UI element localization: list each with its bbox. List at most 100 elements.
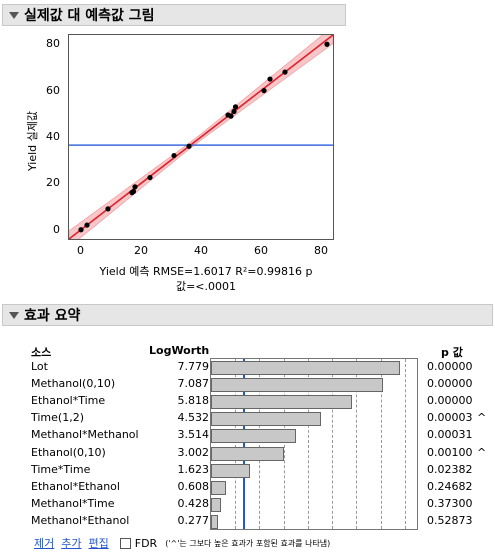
effect-source: Methanol*Methanol [31, 428, 139, 442]
effect-row[interactable]: Ethanol*Ethanol 0.608 0.24682 [31, 478, 491, 496]
x-tick-label: 60 [254, 244, 268, 257]
effect-logworth: 0.277 [177, 513, 210, 527]
effect-pvalue: 0.00000 [427, 377, 473, 391]
disclosure-triangle-icon[interactable] [9, 311, 19, 319]
effect-row[interactable]: Lot 7.779 0.00000 [31, 358, 491, 376]
data-point [261, 88, 267, 94]
effect-pvalue: 0.00000 [427, 394, 473, 408]
data-point [267, 76, 273, 82]
data-point [132, 184, 138, 190]
bar-gridline [356, 359, 358, 529]
containment-mark: ^ [477, 411, 487, 425]
bar-gridline [332, 359, 334, 529]
effect-pvalue: 0.24682 [427, 479, 473, 493]
bar-gridline [259, 359, 261, 529]
data-point [231, 108, 237, 115]
effect-source: Methanol*Ethanol [31, 513, 130, 527]
footer-note: ('^'는 그보다 높은 효과가 포함된 효과를 나타냄) [165, 538, 331, 548]
significance-line [242, 359, 245, 529]
y-tick-label: 40 [46, 130, 60, 143]
y-tick-label: 0 [53, 222, 60, 236]
bar-gridline [307, 359, 309, 529]
effect-source: Methanol*Time [31, 496, 115, 510]
x-tick-label: 40 [194, 244, 208, 257]
effect-pvalue: 0.00031 [427, 428, 473, 442]
effect-logworth: 7.087 [177, 377, 210, 391]
logworth-bar [211, 429, 297, 444]
effect-row[interactable]: Methanol*Methanol 3.514 0.00031 [31, 426, 491, 444]
effect-source: Methanol(0,10) [31, 377, 116, 391]
x-tick-label: 80 [314, 244, 328, 257]
effect-summary-footer: 제거 추가 편집 FDR ('^'는 그보다 높은 효과가 포함된 효과를 나타… [34, 535, 330, 551]
effect-pvalue: 0.00003 [427, 411, 473, 425]
logworth-bar [211, 480, 226, 495]
actual-vs-predicted-plot[interactable] [68, 25, 334, 248]
data-point [84, 222, 90, 228]
effect-row[interactable]: Time*Time 1.623 0.02382 [31, 461, 491, 479]
fdr-checkbox[interactable] [119, 537, 131, 549]
disclosure-triangle-icon[interactable] [9, 11, 19, 19]
effect-logworth: 0.428 [177, 496, 210, 510]
effect-source: Ethanol*Time [31, 394, 106, 408]
y-tick-label: 80 [46, 37, 60, 51]
data-point [147, 174, 153, 181]
bar-gridline [380, 359, 382, 529]
effect-logworth: 1.623 [177, 462, 210, 476]
data-point [232, 104, 239, 110]
bar-gridline [283, 359, 285, 529]
logworth-bar [211, 378, 383, 393]
data-point [282, 69, 288, 75]
header-pvalue: p 값 [441, 346, 463, 359]
logworth-bar [211, 395, 352, 410]
effect-source: Lot [31, 360, 48, 373]
section-header-effect-summary[interactable]: 효과 요약 [2, 304, 493, 326]
effect-pvalue: 0.52873 [427, 513, 473, 527]
effect-row[interactable]: Methanol*Time 0.428 0.37300 [31, 495, 491, 513]
header-source: 소스 [31, 346, 52, 359]
x-axis-label: Yield 예측 RMSE=1.6017 R²=0.99816 p 값=<.00… [64, 264, 348, 294]
effect-pvalue: 0.37300 [427, 496, 473, 510]
fit-line [68, 34, 334, 240]
effect-logworth: 5.818 [177, 394, 210, 408]
y-axis-label: Yield 실제값 [26, 110, 39, 172]
data-point [130, 188, 137, 195]
header-logworth: LogWorth [149, 344, 210, 357]
bar-gridline [235, 359, 237, 529]
logworth-bar [211, 463, 251, 478]
logworth-bar [211, 361, 400, 375]
bar-gridline [404, 359, 406, 529]
effect-row[interactable]: Ethanol(0,10) 3.002 0.00100 ^ [31, 444, 491, 462]
effect-row[interactable]: Ethanol*Time 5.818 0.00000 [31, 392, 491, 410]
logworth-bar [211, 497, 222, 512]
effect-logworth: 0.608 [177, 479, 210, 493]
fdr-label: FDR [134, 536, 158, 550]
effect-logworth: 3.002 [177, 445, 210, 459]
data-point [324, 41, 330, 47]
data-point [78, 227, 84, 233]
section-title: 실제값 대 예측값 그림 [24, 8, 155, 24]
logworth-bar [211, 412, 321, 427]
effect-pvalue: 0.00100 [427, 445, 473, 459]
effect-logworth: 3.514 [177, 428, 210, 442]
remove-button[interactable]: 제거 [34, 537, 55, 550]
effect-row[interactable]: Methanol*Ethanol 0.277 0.52873 [31, 512, 491, 530]
containment-mark: ^ [477, 445, 487, 459]
effect-logworth: 4.532 [177, 411, 210, 425]
logworth-bar [211, 514, 218, 529]
data-point [105, 206, 111, 212]
effect-row[interactable]: Time(1,2) 4.532 0.00003 ^ [31, 409, 491, 427]
section-header-actual-vs-predicted[interactable]: 실제값 대 예측값 그림 [2, 4, 346, 26]
logworth-bar-area [210, 358, 418, 530]
effect-pvalue: 0.00000 [427, 360, 473, 373]
y-tick-label: 20 [46, 176, 60, 190]
edit-button[interactable]: 편집 [88, 537, 109, 550]
effect-row[interactable]: Methanol(0,10) 7.087 0.00000 [31, 375, 491, 393]
effect-source: Ethanol*Ethanol [31, 479, 120, 493]
effect-source: Time*Time [31, 462, 91, 476]
data-point [228, 113, 234, 119]
data-point [186, 143, 192, 149]
data-point [171, 152, 177, 159]
plot-svg [68, 25, 334, 248]
x-axis-label-line2: 값=<.0001 [175, 280, 237, 293]
add-button[interactable]: 추가 [61, 537, 82, 550]
